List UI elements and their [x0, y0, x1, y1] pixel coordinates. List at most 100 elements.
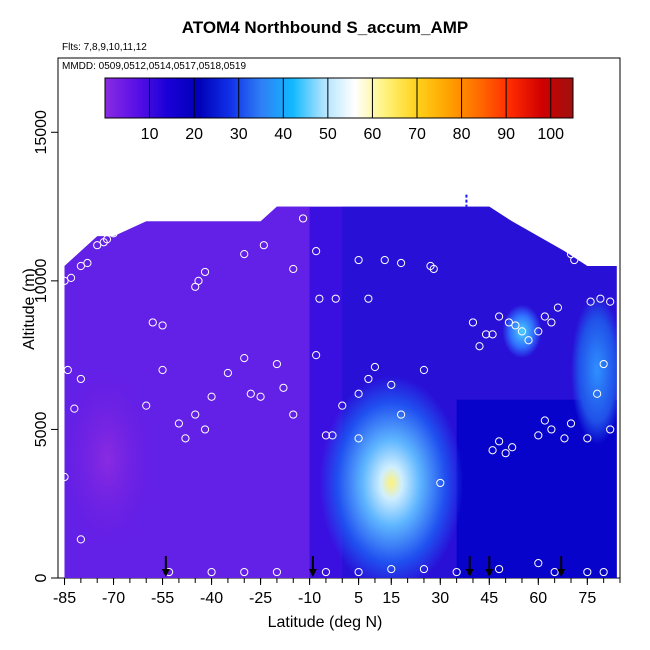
arrow-marker-head [485, 569, 494, 577]
observation-point [298, 214, 308, 223]
x-tick-label: -10 [298, 590, 321, 607]
x-tick-label: -40 [200, 590, 223, 607]
observation-point [570, 255, 579, 265]
y-tick-label: 10000 [33, 259, 50, 304]
heatmap-field [64, 206, 617, 579]
observation-point [566, 419, 576, 428]
observation-point [387, 380, 396, 389]
observation-point [596, 294, 605, 303]
x-tick-label: 60 [529, 590, 547, 607]
observation-point [495, 437, 504, 446]
observation-point [419, 365, 429, 375]
observation-point [142, 401, 151, 410]
observation-point [240, 354, 249, 363]
observation-point [289, 410, 298, 419]
observation-point [429, 264, 438, 274]
observation-point [524, 336, 533, 345]
observation-point [312, 247, 321, 256]
observation-point [488, 330, 497, 339]
x-tick-label: -70 [102, 590, 125, 607]
y-tick-label: 15000 [33, 110, 50, 155]
observation-point [207, 392, 216, 401]
chart-title: ATOM4 Northbound S_accum_AMP [181, 18, 469, 37]
observation-point [475, 342, 484, 351]
observation-point [148, 318, 157, 327]
observation-point [312, 351, 321, 360]
observation-point [70, 404, 79, 413]
observation-point [354, 567, 363, 577]
heat-blob-north-upper [502, 304, 542, 359]
observation-point [60, 276, 69, 285]
observation-point [534, 327, 543, 336]
arrow-marker-head [557, 569, 566, 577]
observation-point [495, 564, 504, 574]
observation-point [354, 255, 363, 265]
colorbar-strip [104, 77, 574, 119]
dates-subtitle: MMDD: 0509,0512,0514,0517,0518,0519 [62, 61, 247, 72]
observation-point [321, 431, 331, 440]
x-tick-label: -25 [249, 590, 272, 607]
observation-point [272, 359, 282, 369]
observation-point [259, 241, 268, 250]
colorbar-tick-label: 20 [185, 126, 203, 143]
observation-point [109, 229, 118, 238]
observation-point [579, 244, 589, 253]
observation-point [321, 567, 331, 577]
x-tick-label: -85 [53, 590, 76, 607]
observation-point [240, 567, 249, 577]
observation-point [63, 365, 72, 375]
colorbar: 10 20 30 40 50 60 70 80 90 100 [104, 77, 574, 143]
x-tick-label: 30 [431, 590, 449, 607]
x-tick-label: -55 [151, 590, 174, 607]
observation-point [240, 250, 249, 259]
observation-point [606, 425, 615, 434]
observation-point [387, 564, 396, 574]
observation-point [181, 434, 190, 443]
observation-point [508, 443, 517, 452]
observation-point [200, 425, 210, 434]
observation-point [158, 365, 167, 375]
observation-point [364, 374, 373, 384]
observation-point [364, 294, 373, 303]
observation-point [83, 258, 92, 268]
x-tick-label: 45 [480, 590, 498, 607]
observation-point [511, 321, 520, 330]
observation-point [76, 374, 85, 384]
y-tick-label: 0 [33, 573, 50, 582]
observation-point [396, 258, 406, 268]
observation-points [60, 194, 615, 577]
observation-point [328, 431, 337, 440]
observation-point [66, 273, 76, 282]
observation-point [76, 261, 85, 271]
observation-point [200, 267, 210, 277]
observation-point [380, 255, 389, 265]
observation-point [102, 235, 112, 244]
observation-point [76, 535, 85, 544]
observation-point [396, 410, 406, 419]
arrow-marker-head [465, 569, 474, 577]
x-tick-label: 5 [354, 590, 363, 607]
observation-point [488, 446, 497, 455]
y-axis: 0 5000 10000 15000 [33, 110, 58, 582]
observation-point [331, 294, 340, 303]
observation-point [553, 303, 563, 312]
x-axis: -85 -70 -55 -40 -25 -10 5 15 30 45 60 75 [53, 578, 621, 607]
observation-point [481, 330, 491, 339]
observation-point [436, 478, 445, 488]
colorbar-tick-label: 80 [453, 126, 471, 143]
arrow-marker-head [161, 569, 170, 577]
observation-point [223, 368, 233, 378]
observation-point [354, 434, 363, 443]
y-axis-label: Altitude (m) [21, 268, 38, 350]
arrow-markers [161, 556, 566, 577]
observation-point [534, 559, 543, 568]
observation-point [174, 419, 183, 428]
observation-point [191, 410, 200, 419]
observation-point [583, 434, 592, 443]
arrow-marker-head [308, 569, 317, 577]
observation-point [419, 564, 429, 574]
observation-point [468, 318, 478, 327]
observation-point [593, 389, 602, 398]
observation-point [354, 389, 363, 398]
